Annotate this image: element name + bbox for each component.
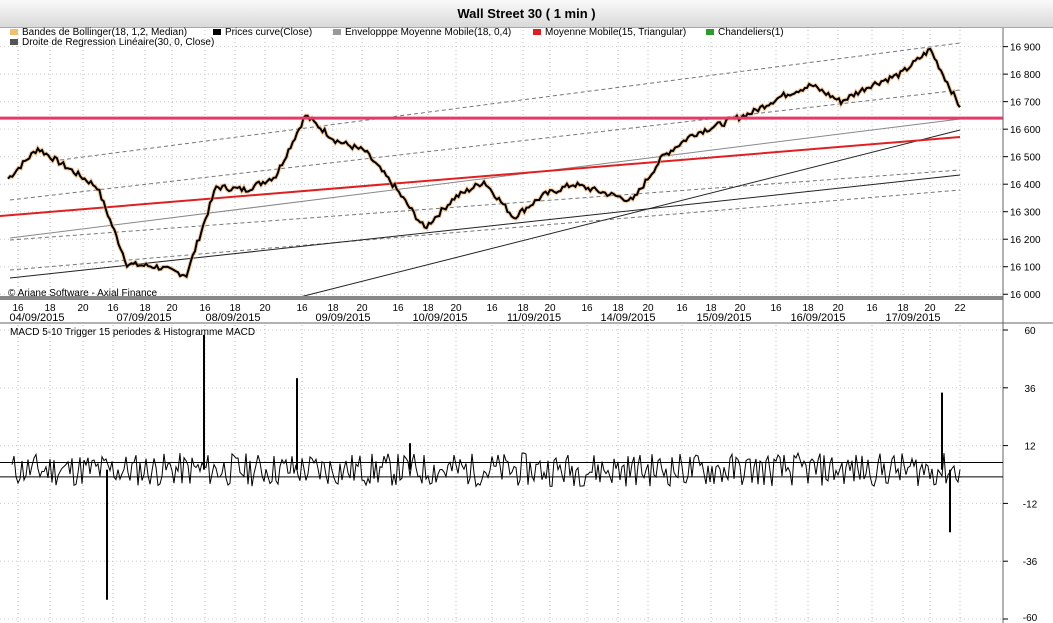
hour-tick-label: 22 [954, 303, 966, 314]
y-tick-label: 60 [1024, 326, 1036, 337]
hour-tick-label: 18 [229, 303, 241, 314]
hour-tick-label: 16 [866, 303, 878, 314]
hour-tick-label: 18 [802, 303, 814, 314]
date-label: 08/09/2015 [205, 312, 260, 324]
macd-panel: MACD 5-10 Trigger 15 periodes & Histogra… [0, 325, 1003, 623]
legend-label: Prices curve(Close) [225, 27, 312, 38]
hour-tick-label: 20 [832, 303, 844, 314]
y-tick-label: 16 400 [1010, 180, 1041, 191]
price-indicator-lines [0, 42, 961, 298]
legend-swatch [213, 29, 221, 35]
y-tick-label: -12 [1023, 499, 1038, 510]
hour-tick-label: 20 [450, 303, 462, 314]
y-tick-label: 16 300 [1010, 208, 1041, 219]
price-line [7, 47, 961, 279]
moving-average-line [0, 136, 961, 217]
hour-tick-label: 16 [770, 303, 782, 314]
y-tick-label: 16 700 [1010, 98, 1041, 109]
y-tick-label: 16 800 [1010, 70, 1041, 81]
hour-tick-label: 20 [734, 303, 746, 314]
date-label: 10/09/2015 [412, 312, 467, 324]
legend-swatch [10, 39, 18, 45]
y-tick-label: 16 200 [1010, 235, 1041, 246]
date-label: 15/09/2015 [696, 312, 751, 324]
date-label: 14/09/2015 [600, 312, 655, 324]
macd-title: MACD 5-10 Trigger 15 periodes & Histogra… [10, 327, 255, 338]
y-tick-label: 16 000 [1010, 290, 1041, 301]
hour-tick-label: 16 [296, 303, 308, 314]
legend-swatch [533, 29, 541, 35]
date-label: 09/09/2015 [315, 312, 370, 324]
regression-channel-line [9, 118, 961, 239]
regression-line [9, 174, 961, 279]
hour-tick-label: 18 [897, 303, 909, 314]
envelope-line [9, 89, 961, 201]
hour-tick-label: 18 [612, 303, 624, 314]
hour-tick-label: 18 [327, 303, 339, 314]
price-y-axis: 16 000 16 100 16 200 16 300 16 400 16 500 16 6… [1003, 43, 1041, 301]
hour-tick-label: 18 [422, 303, 434, 314]
y-tick-label: 36 [1024, 384, 1036, 395]
hour-tick-label: 18 [139, 303, 151, 314]
macd-series [11, 334, 961, 600]
hour-tick-label: 20 [924, 303, 936, 314]
envelope-line [59, 42, 961, 161]
hour-tick-label: 16 [392, 303, 404, 314]
y-tick-label: 16 600 [1010, 125, 1041, 136]
price-legend: Bandes de Bollinger(18, 1,2, Median) Pric… [10, 27, 784, 48]
footer-copyright: © Ariane Software - Axial Finance [8, 288, 158, 299]
legend-swatch [333, 29, 341, 35]
legend-label: Envelopppe Moyenne Mobile(18, 0,4) [345, 27, 511, 38]
legend-label: Moyenne Mobile(15, Triangular) [545, 27, 686, 38]
hour-tick-label: 16 [581, 303, 593, 314]
hour-tick-label: 18 [44, 303, 56, 314]
envelope-line [9, 169, 961, 241]
envelope-line [9, 189, 961, 271]
y-tick-label: 16 100 [1010, 263, 1041, 274]
hour-tick-label: 18 [517, 303, 529, 314]
hour-tick-label: 20 [544, 303, 556, 314]
legend-swatch [706, 29, 714, 35]
price-series [6, 46, 962, 280]
hour-tick-label: 16 [12, 303, 24, 314]
hour-tick-label: 20 [259, 303, 271, 314]
price-panel: Bandes de Bollinger(18, 1,2, Median) Pric… [0, 27, 1003, 299]
date-label: 17/09/2015 [885, 312, 940, 324]
legend-label: Droite de Regression Linéaire(30, 0, Clo… [22, 37, 214, 48]
y-tick-label: -60 [1023, 613, 1038, 623]
y-tick-label: -36 [1023, 557, 1038, 568]
y-tick-label: 16 500 [1010, 153, 1041, 164]
price-gridlines [0, 30, 1003, 296]
hour-tick-label: 16 [107, 303, 119, 314]
hour-tick-label: 20 [356, 303, 368, 314]
hour-tick-label: 20 [77, 303, 89, 314]
date-label: 11/09/2015 [507, 312, 561, 324]
legend-swatch [10, 29, 18, 35]
hour-tick-label: 16 [199, 303, 211, 314]
legend-label: Bandes de Bollinger(18, 1,2, Median) [22, 27, 187, 38]
hour-tick-label: 18 [705, 303, 717, 314]
window-title: Wall Street 30 ( 1 min ) [0, 0, 1053, 28]
date-label: 04/09/2015 [9, 312, 64, 324]
hour-tick-label: 16 [486, 303, 498, 314]
macd-line [11, 451, 961, 488]
y-tick-label: 12 [1024, 442, 1036, 453]
hour-tick-label: 20 [642, 303, 654, 314]
trend-line [299, 129, 961, 298]
date-label: 16/09/2015 [790, 312, 845, 324]
macd-y-axis: 60 36 12 -12 -36 -60 [1003, 326, 1038, 623]
time-axis: 16 18 20 16 18 20 16 18 20 16 18 20 16 18 20 16 18 20 16 18… [9, 303, 966, 324]
macd-gridlines [0, 325, 1003, 623]
hour-tick-label: 16 [676, 303, 688, 314]
date-label: 07/09/2015 [116, 312, 171, 324]
legend-label: Chandeliers(1) [718, 27, 784, 38]
hour-tick-label: 20 [166, 303, 178, 314]
y-tick-label: 16 900 [1010, 43, 1041, 54]
